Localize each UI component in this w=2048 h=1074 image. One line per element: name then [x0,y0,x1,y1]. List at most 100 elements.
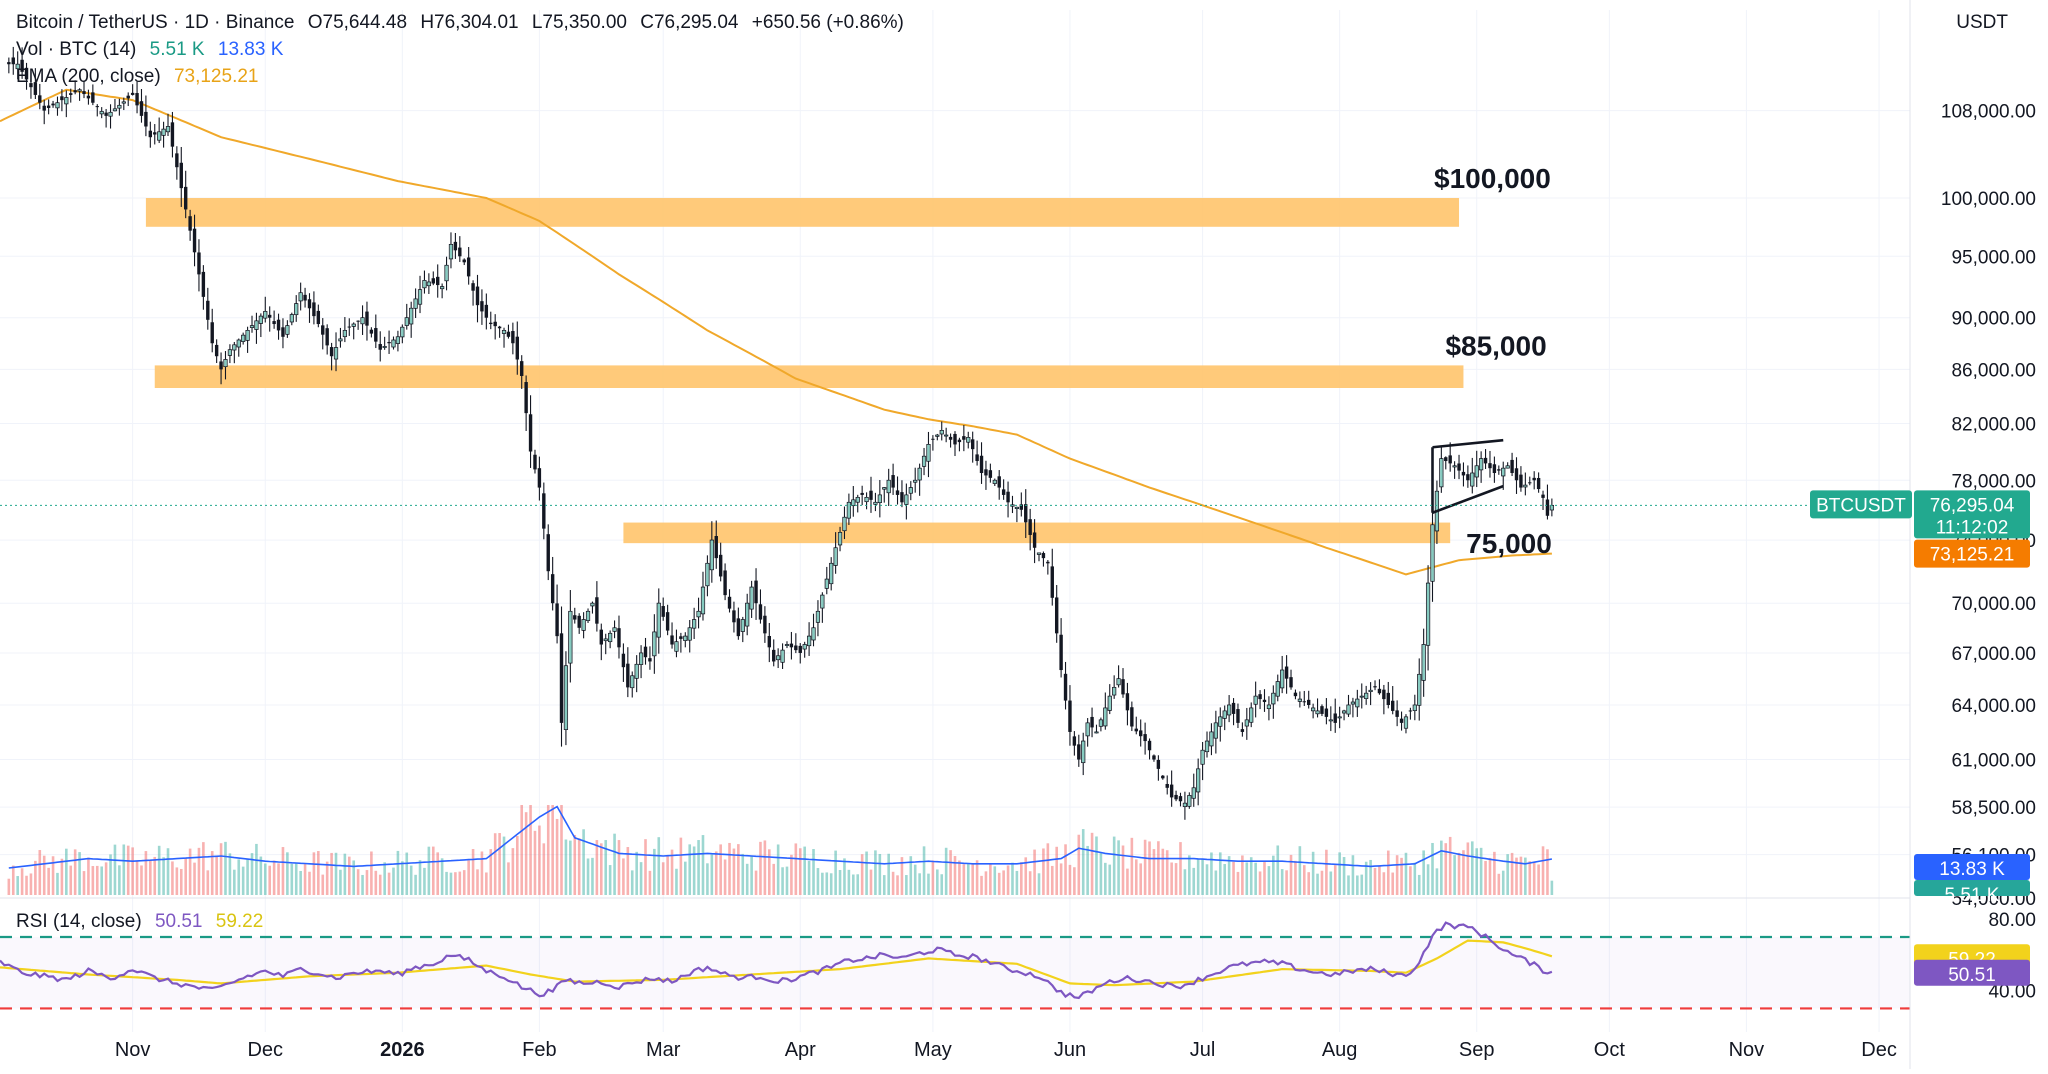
candle[interactable] [1200,741,1205,781]
candle[interactable] [1280,655,1285,694]
candle[interactable] [585,608,591,623]
candle[interactable] [1059,618,1063,678]
candle[interactable] [679,632,683,653]
candle[interactable] [559,606,564,747]
candle[interactable] [1191,773,1196,807]
candle[interactable] [528,395,533,468]
candle[interactable] [931,435,935,451]
symbol-title[interactable]: Bitcoin / TetherUS · 1D · Binance [16,12,295,33]
candle[interactable] [1302,690,1306,707]
candle[interactable] [957,437,962,452]
candle[interactable] [1350,697,1356,718]
candle[interactable] [73,80,77,95]
candle[interactable] [1341,709,1347,721]
pattern-line[interactable] [1432,438,1504,449]
candle[interactable] [179,146,183,207]
candle[interactable] [1328,706,1333,732]
candle[interactable] [1359,683,1364,709]
candle[interactable] [112,98,118,112]
candle[interactable] [409,301,414,338]
candle[interactable] [1483,449,1488,470]
candle[interactable] [1448,442,1452,472]
candle[interactable] [1253,681,1258,718]
candle[interactable] [1010,495,1015,514]
candle[interactable] [325,324,329,355]
candle[interactable] [1466,465,1470,488]
candle[interactable] [1024,489,1028,538]
candle[interactable] [1063,661,1068,710]
candle[interactable] [501,327,507,348]
candle[interactable] [219,352,223,385]
candle[interactable] [489,311,493,330]
candle[interactable] [1182,791,1188,820]
candle[interactable] [1528,476,1532,486]
candle[interactable] [749,580,754,618]
candle[interactable] [69,88,73,103]
candle[interactable] [1532,471,1536,490]
candle[interactable] [192,214,197,267]
candle[interactable] [170,111,175,158]
candle[interactable] [1068,685,1072,746]
candle[interactable] [307,293,312,323]
candle[interactable] [824,566,829,595]
candle[interactable] [913,467,918,493]
candle[interactable] [1125,682,1130,726]
candle[interactable] [1549,498,1554,517]
candle[interactable] [91,84,95,106]
candle[interactable] [1545,484,1550,520]
candle[interactable] [24,62,29,90]
candle[interactable] [855,494,860,513]
candle[interactable] [258,313,263,338]
candle[interactable] [758,589,763,624]
candle[interactable] [395,330,401,352]
candle[interactable] [201,265,206,310]
candle[interactable] [139,88,144,123]
candle[interactable] [440,283,445,299]
candle[interactable] [104,108,108,128]
candle[interactable] [1461,462,1466,487]
candle[interactable] [426,273,431,294]
candle[interactable] [108,104,113,129]
candle[interactable] [95,104,99,117]
candle[interactable] [1090,707,1094,738]
candle[interactable] [126,92,130,107]
candle[interactable] [820,592,825,623]
time-axis[interactable]: Nov Dec 2026 Feb Mar Apr May Jun Jul Aug Sep Oct Nov… [115,1039,1897,1061]
candle[interactable] [1147,738,1152,760]
candle[interactable] [1138,719,1143,747]
candle[interactable] [815,600,821,637]
candle[interactable] [153,124,157,145]
candle[interactable] [38,83,42,110]
candle[interactable] [1085,718,1090,747]
candle[interactable] [431,271,435,286]
candle[interactable] [661,597,665,621]
candle[interactable] [342,317,347,343]
candle[interactable] [1227,695,1232,723]
candle[interactable] [46,99,51,115]
candle[interactable] [1187,792,1192,809]
candle[interactable] [82,81,86,99]
candle[interactable] [369,327,374,338]
candle[interactable] [997,470,1001,500]
candle[interactable] [873,492,878,512]
candle[interactable] [763,606,767,643]
candle[interactable] [303,287,307,308]
candle[interactable] [245,326,250,353]
candle[interactable] [210,308,214,353]
candle[interactable] [15,51,20,80]
candle[interactable] [1297,691,1302,708]
candle[interactable] [1116,665,1121,688]
candle[interactable] [1373,680,1377,691]
candle[interactable] [1510,452,1514,477]
candle[interactable] [630,671,635,698]
candle[interactable] [1479,451,1484,483]
candle[interactable] [772,639,776,667]
candle[interactable] [117,98,122,116]
candle[interactable] [1315,698,1320,718]
candle[interactable] [1050,548,1054,606]
candle[interactable] [851,486,856,517]
candle[interactable] [643,637,648,665]
candle[interactable] [1364,685,1369,705]
candle[interactable] [939,421,944,441]
candle[interactable] [11,46,15,75]
